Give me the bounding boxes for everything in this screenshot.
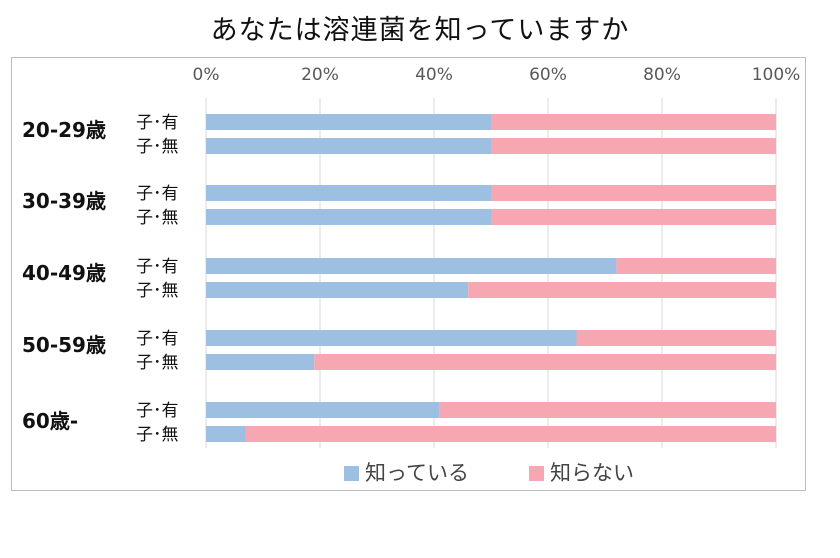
bar-known [206, 185, 491, 201]
row-label: 子･無 [136, 208, 179, 228]
bar-unknown [616, 258, 776, 274]
bar-known [206, 209, 491, 225]
bar-known [206, 258, 617, 274]
row-label: 子･有 [136, 329, 179, 349]
bar-unknown [468, 282, 776, 298]
group-label: 50-59歳 [22, 333, 106, 357]
x-tick-label: 20% [301, 65, 339, 85]
bar-known [206, 114, 491, 130]
bar-unknown [491, 138, 776, 154]
bar-known [206, 426, 246, 442]
x-tick-label: 0% [193, 65, 220, 85]
bar-unknown [576, 330, 776, 346]
row-label: 子･無 [136, 137, 179, 157]
legend-label: 知っている [365, 461, 469, 485]
legend-swatch [529, 466, 544, 481]
bar-unknown [245, 426, 776, 442]
legend-swatch [344, 466, 359, 481]
chart-title: あなたは溶連菌を知っていますか [210, 15, 630, 46]
bar-known [206, 330, 577, 346]
x-tick-label: 60% [529, 65, 567, 85]
group-label: 20-29歳 [22, 118, 106, 142]
x-tick-label: 100% [752, 65, 801, 85]
row-label: 子･有 [136, 401, 179, 421]
row-label: 子･無 [136, 425, 179, 445]
bar-unknown [491, 185, 776, 201]
chart-frame [11, 57, 806, 491]
legend-label: 知らない [550, 461, 634, 485]
row-label: 子･有 [136, 184, 179, 204]
bar-known [206, 138, 491, 154]
group-label: 60歳- [22, 409, 78, 433]
row-label: 子･有 [136, 113, 179, 133]
x-tick-label: 40% [415, 65, 453, 85]
bar-unknown [314, 354, 776, 370]
bar-known [206, 402, 440, 418]
bar-unknown [439, 402, 776, 418]
bar-unknown [491, 209, 776, 225]
row-label: 子･無 [136, 353, 179, 373]
row-label: 子･有 [136, 257, 179, 277]
bar-known [206, 282, 469, 298]
group-label: 40-49歳 [22, 261, 106, 285]
bar-unknown [491, 114, 776, 130]
x-tick-label: 80% [643, 65, 681, 85]
group-label: 30-39歳 [22, 189, 106, 213]
bar-known [206, 354, 315, 370]
row-label: 子･無 [136, 281, 179, 301]
